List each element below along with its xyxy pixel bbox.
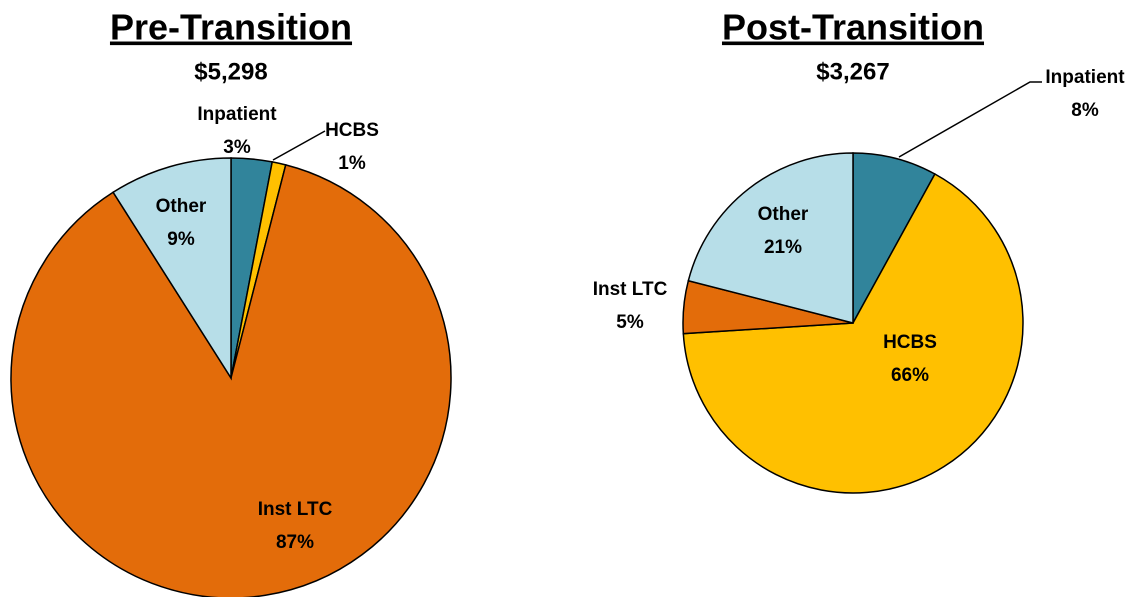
slice-value-label: 5%	[616, 312, 644, 333]
slice-label: Inst LTC	[593, 279, 668, 300]
slice-label: HCBS	[883, 332, 937, 353]
slice-value-label: 9%	[167, 229, 195, 250]
chart-title: Post-Transition	[722, 7, 984, 48]
slice-value-label: 3%	[223, 137, 251, 158]
chart-subtitle: $5,298	[194, 58, 267, 85]
slice-value-label: 8%	[1071, 100, 1099, 121]
pie-slice	[687, 152, 854, 324]
pie-slice	[682, 173, 1024, 494]
slice-value-label: 87%	[276, 532, 314, 553]
slice-label: Other	[156, 196, 207, 217]
slice-label: Inpatient	[197, 104, 277, 125]
slice-value-label: 1%	[338, 153, 366, 174]
slice-value-label: 66%	[891, 365, 929, 386]
slice-value-label: 21%	[764, 237, 802, 258]
pie-slice	[10, 163, 452, 599]
chart-title: Pre-Transition	[110, 7, 352, 48]
pie-slice	[112, 157, 232, 381]
leader-line	[272, 130, 326, 161]
leader-line	[898, 81, 1042, 158]
slice-label: Other	[758, 204, 809, 225]
slice-label: Inst LTC	[258, 499, 333, 520]
slice-label: Inpatient	[1045, 67, 1125, 88]
slice-label: HCBS	[325, 120, 379, 141]
chart-subtitle: $3,267	[816, 58, 889, 85]
